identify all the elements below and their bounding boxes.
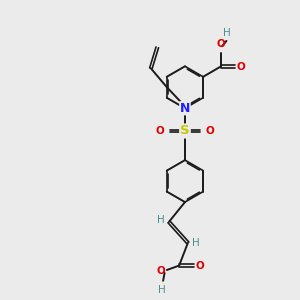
Text: O: O	[196, 261, 205, 271]
Text: H: H	[223, 28, 231, 38]
Text: O: O	[157, 266, 165, 276]
Text: O: O	[216, 39, 225, 49]
Text: H: H	[158, 285, 166, 296]
Text: S: S	[180, 124, 190, 137]
Text: H: H	[192, 238, 200, 248]
Text: O: O	[206, 126, 214, 136]
Text: O: O	[237, 61, 245, 72]
Text: O: O	[156, 126, 165, 136]
Text: H: H	[157, 214, 165, 225]
Text: N: N	[180, 102, 190, 115]
